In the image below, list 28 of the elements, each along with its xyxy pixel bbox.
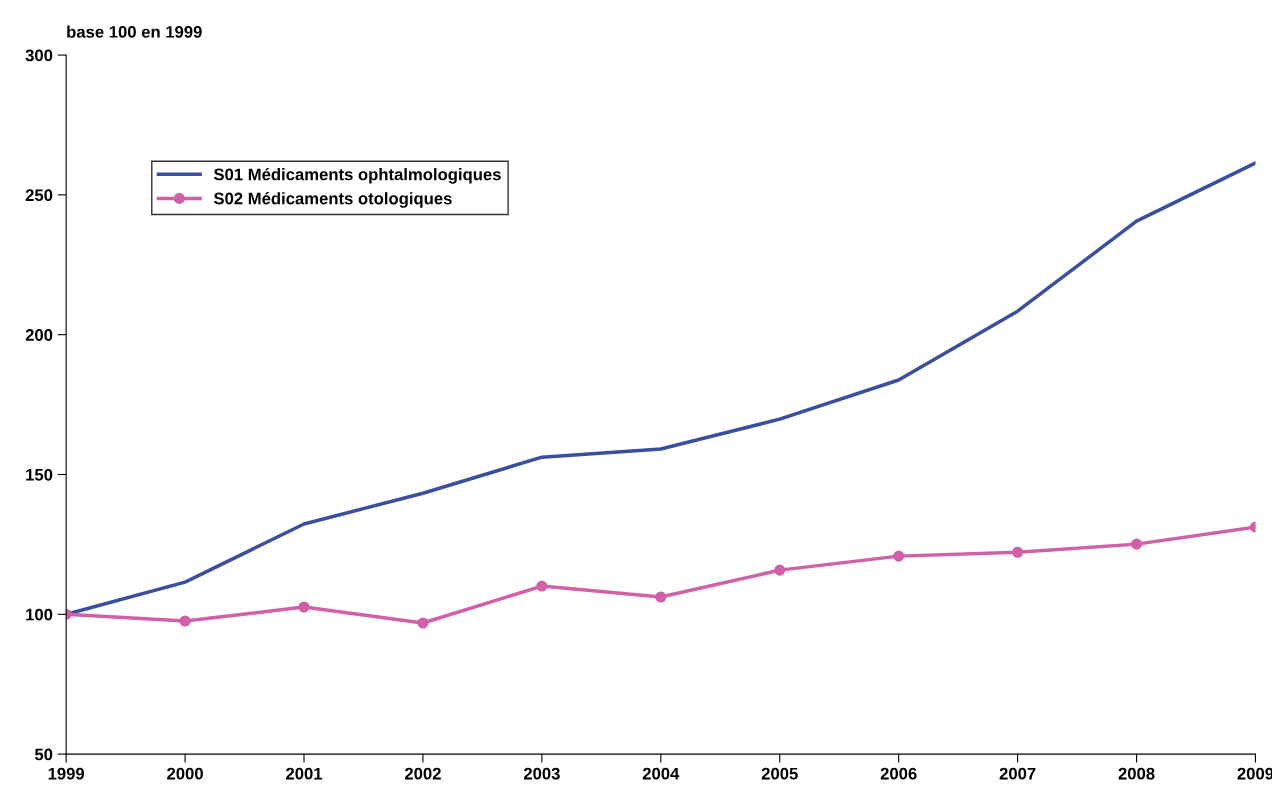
point (536, 580, 548, 592)
y-tick-label: 150 (26, 468, 53, 481)
x-tick-label: 2004 (642, 767, 680, 780)
y-tick-label: 100 (26, 608, 53, 621)
x-tick-label: 2000 (167, 767, 203, 780)
y-tick-label: 50 (34, 748, 53, 761)
point (893, 550, 905, 562)
point (298, 601, 310, 613)
x-tick-label: 2008 (1118, 767, 1155, 780)
point (179, 615, 191, 627)
y-tick-label: 300 (25, 49, 53, 62)
x-tick-label: 2007 (999, 767, 1036, 780)
y-tick-label: 200 (25, 329, 53, 341)
point (774, 564, 786, 576)
point (1012, 546, 1024, 558)
point (417, 617, 429, 629)
legend-label: S02 Médicaments otologiques (213, 192, 452, 208)
x-tick-label: 2002 (404, 767, 441, 780)
x-tick-label: 2005 (761, 767, 798, 780)
y-axis-title: base 100 en 1999 (67, 25, 202, 38)
x-tick-label: 1999 (48, 767, 85, 780)
legend-label: S01 Médicaments ophtalmologiques (213, 167, 501, 184)
x-tick-label: 2001 (286, 767, 323, 780)
y-tick-label: 250 (25, 189, 53, 202)
x-tick-label: 2003 (523, 767, 560, 780)
point (1130, 538, 1143, 550)
x-tick-label: 2006 (880, 767, 917, 780)
point (655, 591, 667, 603)
